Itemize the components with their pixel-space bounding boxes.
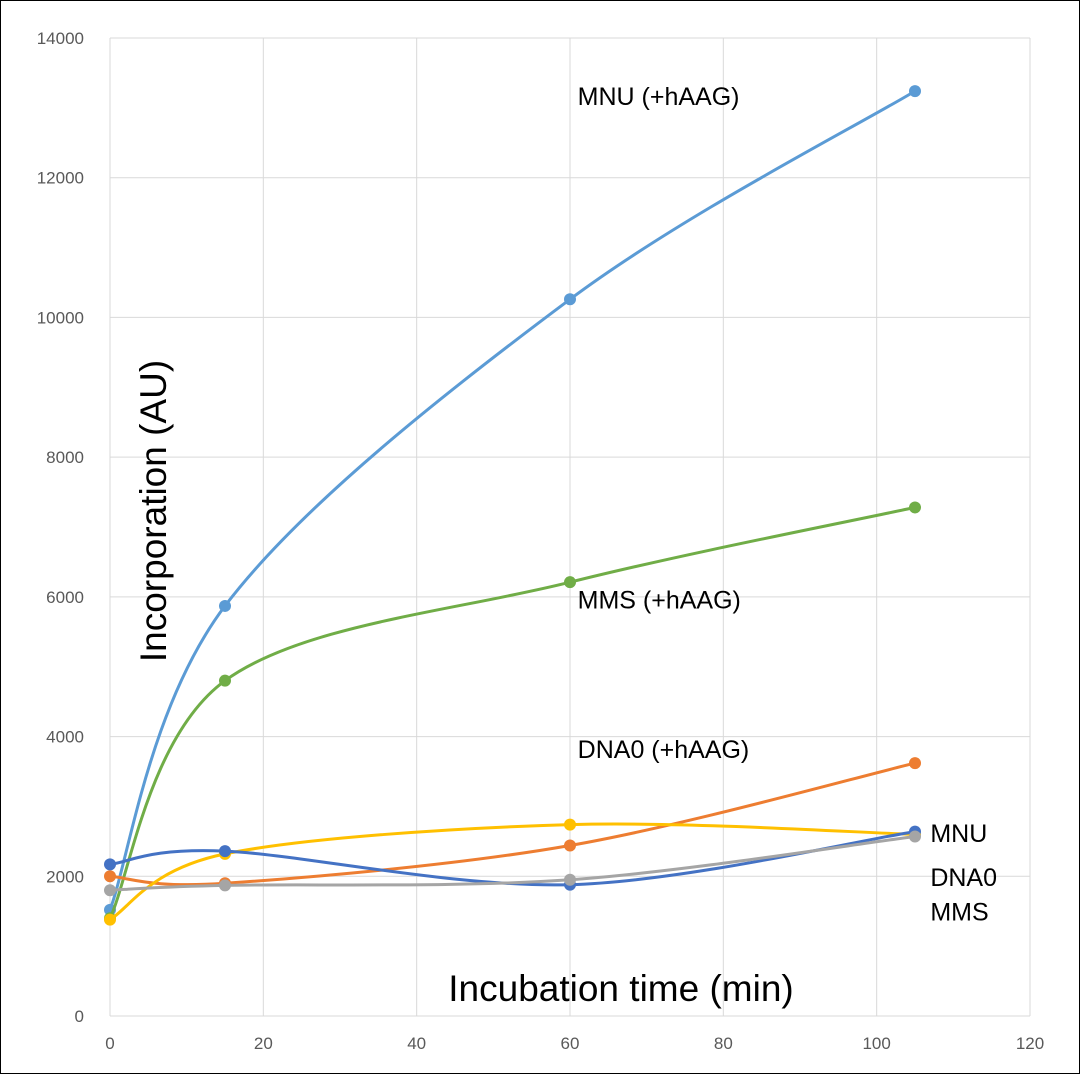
y-tick-label: 10000	[37, 308, 84, 327]
annotation-label: DNA0	[930, 864, 997, 892]
tick-labels: 0 2000 4000 6000 8000 10000 12000 14000 0 20 40 60 8…	[37, 29, 1044, 1053]
annotation-label: MNU (+hAAG)	[578, 83, 740, 111]
series-line	[108, 822, 917, 922]
annotations: MNU (+hAAG) MMS (+hAAG) DNA0 (+hAAG) MNU DNA…	[578, 83, 997, 926]
annotation-label: MNU	[930, 820, 987, 848]
data-point	[564, 839, 576, 852]
x-tick-label: 0	[105, 1034, 114, 1053]
annotation-label: MMS (+hAAG)	[578, 587, 741, 615]
data-point	[104, 858, 116, 871]
data-point	[104, 870, 116, 883]
y-tick-label: 8000	[46, 448, 84, 467]
x-tick-label: 40	[407, 1034, 426, 1053]
data-point	[564, 576, 576, 589]
y-tick-label: 0	[75, 1007, 84, 1026]
data-point	[219, 599, 231, 612]
y-tick-label: 12000	[37, 169, 84, 188]
series-line	[108, 761, 917, 887]
series-line	[108, 505, 917, 920]
series-lines	[104, 85, 921, 926]
x-tick-label: 60	[561, 1034, 580, 1053]
data-point	[564, 293, 576, 306]
x-tick-label: 100	[862, 1034, 890, 1053]
data-point	[104, 884, 116, 897]
y-tick-label: 6000	[46, 588, 84, 607]
y-tick-label: 14000	[37, 29, 84, 48]
series-5	[104, 830, 921, 897]
data-point	[219, 674, 231, 687]
series-0	[104, 85, 921, 916]
data-point	[219, 879, 231, 892]
data-point	[909, 501, 921, 514]
y-tick-label: 2000	[46, 867, 84, 886]
annotation-label: DNA0 (+hAAG)	[578, 736, 750, 764]
data-point	[564, 873, 576, 886]
y-axis-title: Incorporation (AU)	[133, 360, 174, 662]
x-tick-label: 20	[254, 1034, 273, 1053]
data-point	[909, 85, 921, 98]
x-tick-label: 120	[1016, 1034, 1044, 1053]
x-axis-title: Incubation time (min)	[448, 968, 793, 1009]
series-line	[108, 835, 917, 892]
series-line	[108, 89, 917, 912]
data-point	[909, 830, 921, 843]
data-point	[564, 818, 576, 831]
x-tick-label: 80	[714, 1034, 733, 1053]
data-point	[219, 845, 231, 858]
data-point	[909, 757, 921, 770]
y-tick-label: 4000	[46, 728, 84, 747]
annotation-label: MMS	[930, 898, 988, 926]
data-point	[104, 913, 116, 926]
